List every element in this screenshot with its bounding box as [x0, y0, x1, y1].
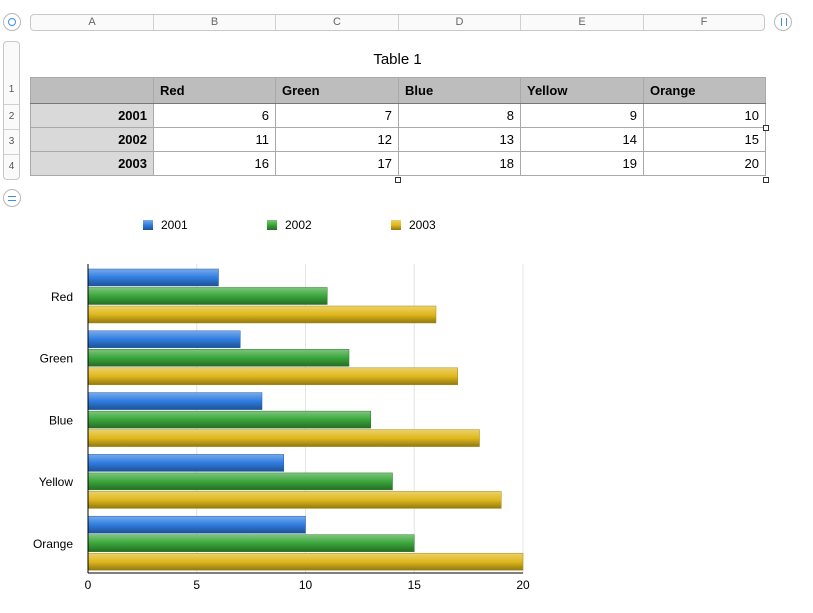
table-cell[interactable]: 20: [643, 151, 766, 176]
x-tick-label: 5: [193, 578, 200, 592]
bar: [87, 268, 219, 287]
bar: [87, 515, 306, 534]
y-category-label: Blue: [49, 413, 73, 427]
resize-handle-corner[interactable]: [763, 177, 769, 183]
column-header-e[interactable]: E: [521, 15, 644, 30]
chart-legend: 2001 2002 2003: [143, 218, 436, 232]
row-resize-icon: [8, 196, 16, 201]
row-header-4[interactable]: 4: [4, 154, 19, 179]
row-header-ruler: 1 2 3 4: [3, 41, 20, 180]
x-tick-label: 10: [299, 578, 313, 592]
column-header-f[interactable]: F: [700, 16, 708, 28]
row-header-3[interactable]: 3: [4, 129, 19, 154]
table-row: 2002 11 12 13 14 15: [30, 127, 766, 152]
bar: [87, 410, 371, 429]
y-category-label: Orange: [33, 537, 73, 551]
row-label-cell[interactable]: 2003: [30, 151, 154, 176]
column-header-c[interactable]: C: [276, 15, 399, 30]
x-tick-label: 0: [85, 578, 92, 592]
bar: [87, 367, 458, 386]
bar: [87, 472, 393, 491]
bar: [87, 349, 350, 367]
row-label-cell[interactable]: 2001: [30, 103, 154, 128]
header-cell-green[interactable]: Green: [275, 77, 399, 104]
header-cell-red[interactable]: Red: [153, 77, 276, 104]
table-cell[interactable]: 16: [153, 151, 276, 176]
table-cell[interactable]: 19: [520, 151, 644, 176]
bar: [87, 534, 415, 552]
column-header-ruler: A B C D E F: [30, 14, 765, 31]
table-cell[interactable]: 18: [398, 151, 521, 176]
select-table-handle[interactable]: [3, 13, 21, 31]
select-circle-icon: [8, 18, 16, 26]
legend-swatch: [391, 220, 401, 230]
header-cell-blue[interactable]: Blue: [398, 77, 521, 104]
legend-label: 2002: [285, 218, 312, 232]
legend-swatch: [143, 220, 153, 230]
table-cell[interactable]: 6: [153, 103, 276, 128]
row-label-cell[interactable]: 2002: [30, 127, 154, 152]
table-row: 2001 6 7 8 9 10: [30, 103, 766, 128]
bar-chart[interactable]: 2001 2002 2003 0 5 10 15 20 Red Green Blue Yellow O…: [0, 200, 560, 600]
bar: [87, 552, 524, 571]
resize-handle-right[interactable]: [763, 125, 769, 131]
table-title[interactable]: Table 1: [373, 51, 422, 68]
table-cell[interactable]: 7: [275, 103, 399, 128]
table-cell[interactable]: 17: [275, 151, 399, 176]
bar: [87, 491, 502, 509]
x-tick-label: 15: [408, 578, 422, 592]
table-cell[interactable]: 8: [398, 103, 521, 128]
legend-label: 2001: [161, 218, 188, 232]
column-header-a[interactable]: A: [31, 15, 154, 30]
table-cell[interactable]: 12: [275, 127, 399, 152]
table-row: 2003 16 17 18 19 20: [30, 151, 766, 176]
table-cell[interactable]: 13: [398, 127, 521, 152]
column-resize-icon: [781, 18, 787, 26]
table-cell[interactable]: 15: [643, 127, 766, 152]
y-category-label: Green: [40, 352, 73, 366]
y-category-label: Yellow: [39, 475, 74, 489]
add-column-handle[interactable]: [774, 13, 792, 31]
bar: [87, 287, 328, 305]
legend-swatch: [267, 220, 277, 230]
legend-label: 2003: [409, 218, 436, 232]
row-header-2[interactable]: 2: [4, 104, 19, 129]
add-row-handle[interactable]: [3, 189, 21, 207]
column-header-b[interactable]: B: [154, 15, 276, 30]
header-cell-orange[interactable]: Orange: [643, 77, 766, 104]
bar: [87, 454, 284, 472]
row-header-1[interactable]: 1: [8, 84, 15, 95]
table-cell[interactable]: 11: [153, 127, 276, 152]
bar: [87, 392, 263, 410]
y-category-label: Red: [51, 290, 73, 304]
header-cell-yellow[interactable]: Yellow: [520, 77, 644, 104]
data-table: Red Green Blue Yellow Orange 2001 6 7 8 …: [30, 77, 766, 176]
column-header-d[interactable]: D: [399, 15, 521, 30]
table-header-row: Red Green Blue Yellow Orange: [30, 77, 766, 104]
table-cell[interactable]: 10: [643, 103, 766, 128]
bar: [87, 429, 480, 447]
bar: [87, 330, 241, 349]
table-cell[interactable]: 14: [520, 127, 644, 152]
bar: [87, 305, 437, 324]
header-cell-corner[interactable]: [30, 77, 154, 104]
chart-axes: 0 5 10 15 20 Red Green Blue Yellow Orange: [33, 264, 530, 592]
chart-bars: [87, 268, 524, 571]
resize-handle-bottom[interactable]: [395, 177, 401, 183]
x-tick-label: 20: [516, 578, 530, 592]
table-cell[interactable]: 9: [520, 103, 644, 128]
